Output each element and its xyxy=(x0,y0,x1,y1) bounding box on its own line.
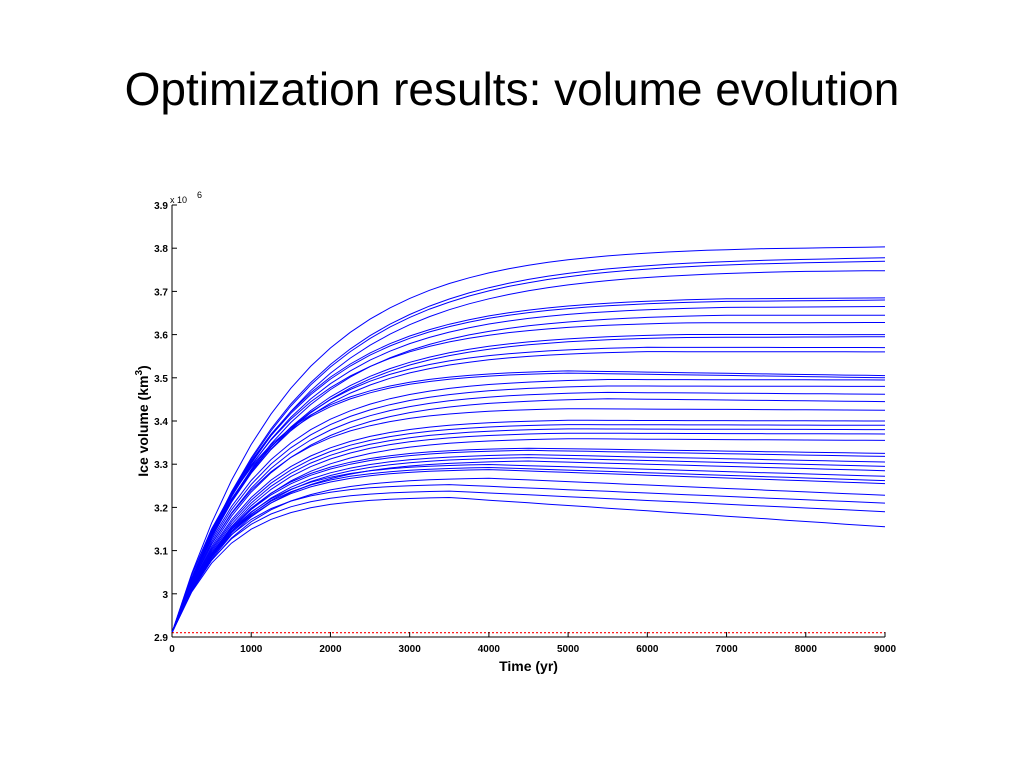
x-tick-label: 2000 xyxy=(319,644,342,655)
y-tick-label-group: 3.1 xyxy=(154,547,168,558)
y-axis-label-end: ) xyxy=(135,365,151,370)
y-tick-label: 3.3 xyxy=(154,460,168,471)
y-tick-label: 3.6 xyxy=(154,331,168,342)
y-tick-label-group: 3.7 xyxy=(154,287,168,298)
x-axis-label: Time (yr) xyxy=(499,658,558,674)
y-tick-label-group: 3.9 xyxy=(154,201,168,212)
x-tick-label: 4000 xyxy=(478,644,501,655)
series-line-22 xyxy=(171,424,885,633)
y-axis-label-main: Ice volume (km xyxy=(135,376,151,477)
x-tick-label-group: 8000 xyxy=(795,644,818,655)
series-line-10 xyxy=(171,334,885,633)
series-line-7 xyxy=(171,306,886,633)
y-tick-label: 3.5 xyxy=(154,374,168,385)
y-tick-label-group: 3.6 xyxy=(154,331,168,342)
series-line-8 xyxy=(171,314,885,633)
series-line-1 xyxy=(171,246,886,633)
x-tick-label-group: 1000 xyxy=(240,644,263,655)
y-tick-label-group: 3.2 xyxy=(154,503,168,514)
series-line-18 xyxy=(171,391,886,633)
x-tick-label-group: 4000 xyxy=(478,644,501,655)
x-tick-label: 8000 xyxy=(795,644,818,655)
series-line-3 xyxy=(171,260,886,633)
series-line-37 xyxy=(171,496,886,633)
x-tick-label-group: 2000 xyxy=(319,644,342,655)
y-tick-label-group: 3.8 xyxy=(154,244,168,255)
tick-layer: 0 1000 2000 3000 4000 5000 6000 7000 8000 9000 2.9… xyxy=(154,201,896,655)
x-tick-label: 5000 xyxy=(557,644,580,655)
slide-title: Optimization results: volume evolution xyxy=(124,63,900,115)
series-line-31 xyxy=(171,463,886,633)
series-layer xyxy=(171,246,886,633)
series-line-17 xyxy=(171,385,885,633)
x-tick-label-group: 3000 xyxy=(399,644,422,655)
x-tick-label: 3000 xyxy=(399,644,422,655)
series-line-36 xyxy=(171,490,886,633)
series-line-35 xyxy=(171,484,886,633)
x-tick-label-group: 5000 xyxy=(557,644,580,655)
x-tick-label-group: 9000 xyxy=(874,644,897,655)
y-tick-label-group: 3.3 xyxy=(154,460,168,471)
series-line-24 xyxy=(171,432,886,633)
y-tick-label: 3.4 xyxy=(154,417,168,428)
x-tick-label-group: 7000 xyxy=(715,644,738,655)
series-line-2 xyxy=(171,257,886,633)
y-tick-label: 3.8 xyxy=(154,244,168,255)
y-axis-label-superscript: 3 xyxy=(134,370,145,376)
y-tick-label: 3.1 xyxy=(154,547,168,558)
x-tick-label-group: 0 xyxy=(169,644,175,655)
series-line-9 xyxy=(171,322,885,633)
y-tick-label: 3.9 xyxy=(154,201,168,212)
series-line-33 xyxy=(171,469,886,633)
y-tick-label-group: 3.4 xyxy=(154,417,168,428)
series-line-25 xyxy=(171,438,886,633)
series-line-13 xyxy=(171,351,885,633)
y-tick-label-group: 3 xyxy=(162,590,168,601)
y-tick-label: 2.9 xyxy=(154,633,168,644)
y-tick-label-group: 3.5 xyxy=(154,374,168,385)
x-tick-label: 7000 xyxy=(715,644,738,655)
x-tick-label: 1000 xyxy=(240,644,263,655)
y-tick-label: 3.2 xyxy=(154,503,168,514)
series-line-16 xyxy=(171,379,886,633)
series-line-20 xyxy=(171,408,886,633)
series-line-5 xyxy=(171,297,886,633)
series-line-27 xyxy=(171,449,886,633)
series-line-23 xyxy=(171,428,885,633)
series-line-32 xyxy=(171,466,886,633)
series-line-6 xyxy=(171,299,886,633)
y-tick-label: 3 xyxy=(162,590,168,601)
series-line-34 xyxy=(171,477,886,633)
series-line-26 xyxy=(171,447,886,633)
x-tick-label: 6000 xyxy=(636,644,659,655)
y-axis-label: Ice volume (km3) xyxy=(134,365,151,476)
series-line-14 xyxy=(171,370,886,633)
y-tick-label-group: 2.9 xyxy=(154,633,168,644)
series-line-21 xyxy=(171,419,885,633)
series-line-28 xyxy=(171,454,886,633)
series-line-30 xyxy=(171,460,886,633)
x-tick-label: 9000 xyxy=(874,644,897,655)
y-tick-label: 3.7 xyxy=(154,287,168,298)
x-tick-label-group: 6000 xyxy=(636,644,659,655)
y-exponent-power: 6 xyxy=(197,190,202,200)
series-line-15 xyxy=(171,372,886,633)
y-exponent-label: x 10 xyxy=(170,195,187,205)
x-tick-label: 0 xyxy=(169,644,175,655)
